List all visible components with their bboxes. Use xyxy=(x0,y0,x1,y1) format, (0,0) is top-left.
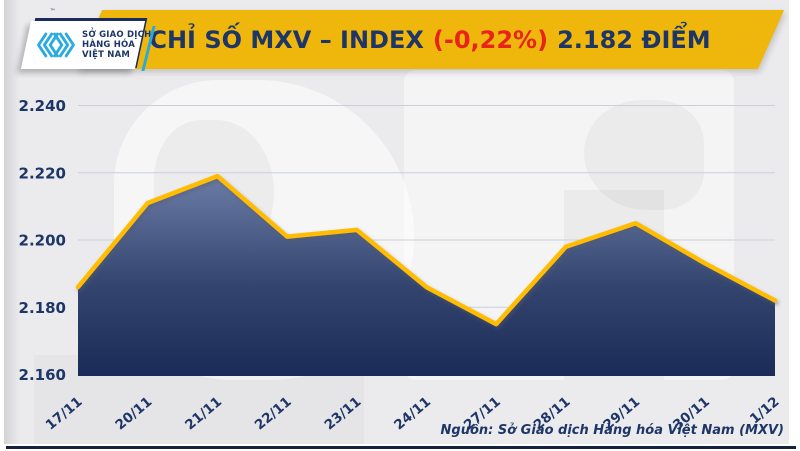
mxv-chevron-icon xyxy=(37,32,75,58)
x-tick-label: 17/11 xyxy=(43,394,86,434)
area-fill xyxy=(78,176,775,376)
y-tick-label: 2.240 xyxy=(19,97,66,115)
title-index-value: 2.182 ĐIỂM xyxy=(557,25,711,54)
y-tick-label: 2.160 xyxy=(19,366,66,384)
x-tick-label: 20/11 xyxy=(112,394,155,434)
bottom-rule xyxy=(6,446,796,449)
trademark-symbol: ™ xyxy=(49,8,57,15)
area-series xyxy=(75,173,778,376)
index-line xyxy=(75,173,778,327)
mxv-logo: SỞ GIAO DỊCH HÀNG HÓA VIỆT NAM xyxy=(20,21,151,69)
x-tick-label: 23/11 xyxy=(322,394,365,434)
logo-wordmark: SỞ GIAO DỊCH HÀNG HÓA VIỆT NAM xyxy=(82,29,152,61)
title-change-percent: (-0,22%) xyxy=(432,25,549,54)
source-caption: Nguồn: Sở Giao dịch Hàng hóa Việt Nam (M… xyxy=(440,423,784,438)
x-tick-label: 21/11 xyxy=(182,394,225,434)
left-edge-shadow xyxy=(4,0,20,444)
x-tick-label: 22/11 xyxy=(252,394,295,434)
y-tick-label: 2.200 xyxy=(19,232,66,250)
chart-title: CHỈ SỐ MXV – INDEX (-0,22%) 2.182 ĐIỂM xyxy=(89,10,771,69)
x-tick-label: 24/11 xyxy=(391,394,434,434)
y-tick-label: 2.180 xyxy=(19,299,66,317)
y-tick-label: 2.220 xyxy=(19,164,66,182)
title-main: CHỈ SỐ MXV – INDEX xyxy=(149,25,424,54)
